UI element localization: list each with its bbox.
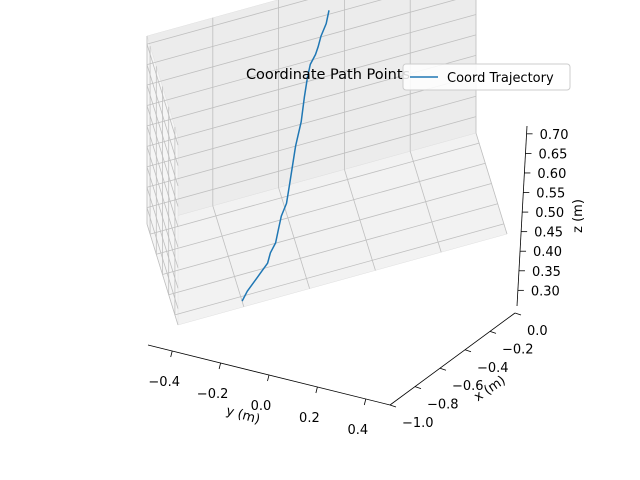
- grid-line-z: [146, 44, 179, 146]
- grid-line-y: [168, 203, 498, 296]
- grid-line-z: [146, 64, 179, 166]
- grid-line-z: [146, 207, 179, 309]
- y-tick-label: −0.2: [197, 387, 229, 402]
- grid-line-z: [146, 166, 179, 268]
- x-axis-label: x (m): [471, 373, 508, 405]
- x-tick-label: −1.0: [402, 416, 434, 431]
- y-tick-label: 0.4: [347, 423, 368, 438]
- z-tick-label: 0.55: [536, 187, 565, 202]
- y-tick-label: 0.0: [251, 399, 272, 414]
- x-tick: [414, 386, 422, 389]
- x-tick-label: −0.6: [452, 379, 484, 394]
- z-tick-label: 0.35: [532, 265, 561, 280]
- series-line-coord-trajectory: [241, 10, 330, 302]
- series-layer: [241, 10, 330, 302]
- grid-line-z: [146, 14, 477, 106]
- y-tick: [363, 398, 367, 406]
- y-tick: [170, 350, 173, 358]
- tick-marks: [170, 133, 533, 408]
- tick-labels: −0.4 −0.2 0.0 0.2 0.4 −1.0 −0.8 −0.6 −0.4 −0.2 0.0…: [148, 128, 568, 438]
- z-axis-line: [516, 125, 528, 307]
- grid-line-y: [156, 162, 486, 255]
- x-tick: [389, 404, 397, 408]
- z-tick-label: 0.45: [534, 226, 563, 241]
- x-tick-label: 0.0: [527, 324, 548, 339]
- grid-lines: [146, 0, 508, 326]
- x-tick-label: −0.2: [502, 342, 534, 357]
- grid-line-z: [146, 105, 179, 207]
- z-tick-label: 0.30: [531, 284, 560, 299]
- x-tick: [439, 367, 447, 371]
- y-tick: [267, 374, 270, 382]
- x-tick: [514, 312, 522, 316]
- z-tick-label: 0.65: [538, 147, 567, 162]
- grid-line-z: [146, 0, 456, 86]
- grid-line-z: [146, 84, 179, 187]
- x-tick: [489, 331, 497, 334]
- grid-line-z: [146, 146, 179, 248]
- grid-line-y: [149, 142, 480, 235]
- legend-entry: Coord Trajectory: [447, 71, 554, 86]
- x-tick: [464, 349, 472, 353]
- grid-line-y: [162, 183, 492, 275]
- x-axis-line: [389, 312, 516, 406]
- z-tick-label: 0.40: [533, 245, 562, 260]
- y-tick: [218, 362, 221, 370]
- grid-line-z: [146, 75, 477, 168]
- x-tick-label: −0.8: [427, 398, 459, 413]
- grid-line-z: [146, 95, 477, 188]
- z-tick-label: 0.50: [535, 206, 564, 221]
- axis-panes: [146, 0, 508, 326]
- y-tick-label: −0.4: [148, 375, 180, 390]
- grid-line-z: [146, 0, 383, 65]
- grid-line-z: [146, 116, 477, 209]
- chart-title: Coordinate Path Points: [246, 67, 410, 83]
- legend-box: [402, 63, 571, 91]
- z-tick-label: 0.60: [537, 167, 566, 182]
- y-tick-label: 0.2: [299, 411, 320, 426]
- grid-line-z: [146, 34, 477, 127]
- grid-line-y: [174, 223, 505, 316]
- y-tick: [315, 386, 318, 394]
- legend: Coord Trajectory: [402, 63, 571, 91]
- z-axis-label: z (m): [571, 199, 586, 233]
- grid-line-z: [146, 187, 179, 289]
- x-tick-label: −0.4: [477, 361, 509, 376]
- grid-line-z: [146, 125, 179, 228]
- z-tick-label: 0.70: [540, 128, 569, 143]
- grid-line-z: [146, 0, 309, 45]
